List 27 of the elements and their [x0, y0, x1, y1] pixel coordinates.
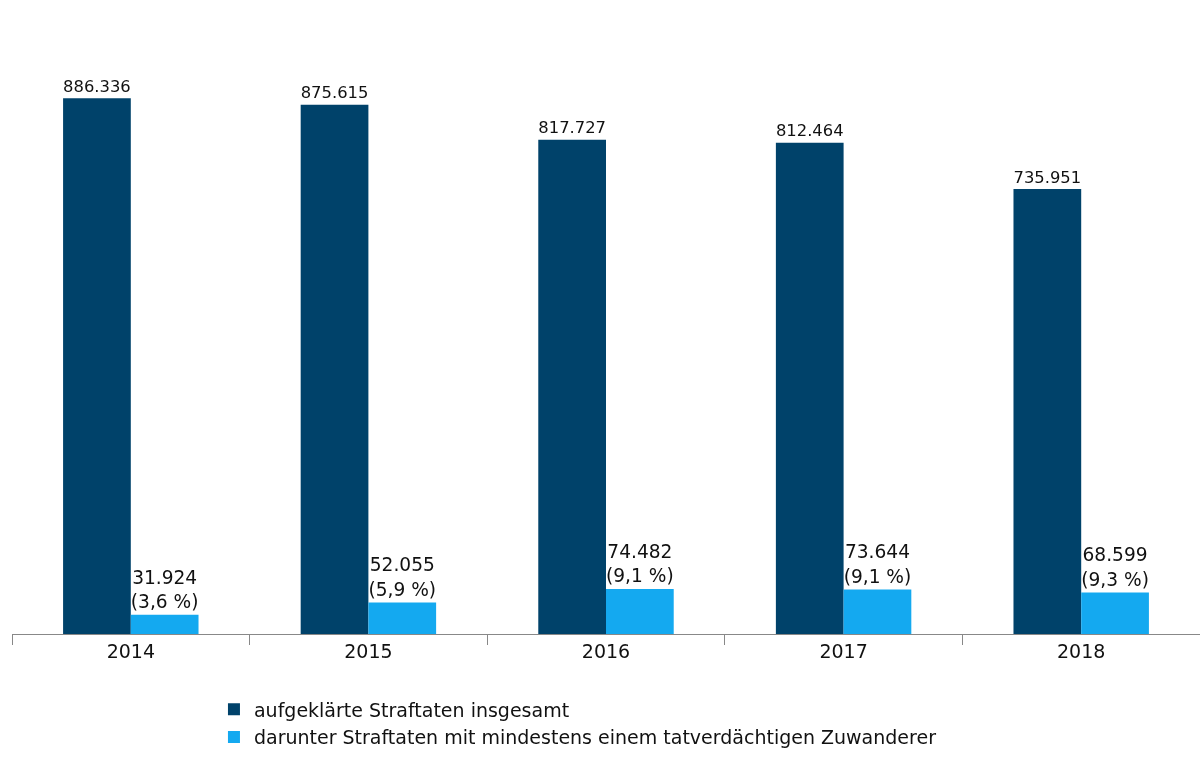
bar — [606, 588, 674, 634]
data-label: 735.951 — [1013, 167, 1082, 187]
bar — [1081, 592, 1149, 634]
data-label: 886.336 — [63, 76, 131, 96]
x-tick-label: 2014 — [106, 639, 155, 662]
data-label: 74.482 (9,1 %) — [606, 540, 674, 587]
data-label: 31.924 (3,6 %) — [130, 566, 199, 612]
bar — [775, 142, 844, 634]
data-label: 875.615 — [300, 83, 369, 103]
x-tick-label: 2017 — [819, 639, 868, 662]
bar — [130, 614, 199, 634]
data-label: 812.464 — [775, 121, 844, 141]
x-tick-label: 2016 — [581, 639, 631, 662]
bar — [538, 139, 606, 634]
bar — [63, 98, 131, 634]
data-label: 52.055 (5,9 %) — [368, 554, 437, 600]
bar — [300, 104, 369, 634]
legend-label: aufgeklärte Straftaten insgesamt — [253, 698, 570, 721]
data-label: 817.727 — [538, 118, 606, 138]
bar — [843, 589, 912, 634]
bar — [368, 602, 437, 634]
bar — [1013, 189, 1082, 634]
x-tick-label: 2018 — [1057, 639, 1106, 662]
legend-label: darunter Straftaten mit mindestens einem tatverdächtigen Zuwanderer — [253, 726, 937, 749]
data-label: 73.644 (9,1 %) — [843, 541, 912, 587]
data-label: 68.599 (9,3 %) — [1081, 544, 1149, 590]
x-tick-label: 2015 — [344, 639, 393, 662]
